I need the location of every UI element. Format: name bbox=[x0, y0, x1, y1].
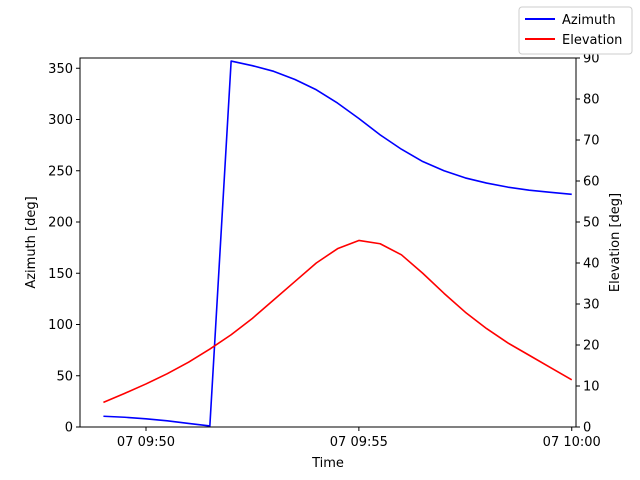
ticks-layer: 0 50 100 150 200 250 300 350 0 10 20 30 40 50 60 70 80 90… bbox=[48, 52, 601, 451]
plot-frame bbox=[79, 57, 577, 428]
y-tick-label-left: 250 bbox=[48, 164, 73, 179]
y-tick-label-left: 50 bbox=[56, 369, 73, 384]
y-tick-label-left: 350 bbox=[48, 62, 73, 77]
y-tick-label-left: 0 bbox=[65, 421, 73, 436]
x-tick-label: 07 09:50 bbox=[117, 435, 175, 450]
series-line-elevation bbox=[103, 239, 573, 404]
y-tick-label-right: 30 bbox=[583, 298, 600, 313]
y-tick-label-right: 60 bbox=[583, 175, 600, 190]
y-tick-label-left: 100 bbox=[48, 318, 73, 333]
legend-label-azimuth: Azimuth bbox=[562, 13, 616, 28]
y-tick-label-left: 300 bbox=[48, 113, 73, 128]
y-tick-label-right: 40 bbox=[583, 257, 600, 272]
y-axis-label-right: Elevation [deg] bbox=[608, 193, 623, 292]
y-tick-label-right: 90 bbox=[583, 52, 600, 67]
y-axis-label-left: Azimuth [deg] bbox=[24, 196, 39, 288]
x-tick-label: 07 10:00 bbox=[543, 435, 601, 450]
y-tick-label-right: 20 bbox=[583, 339, 600, 354]
y-tick-label-left: 150 bbox=[48, 267, 73, 282]
y-tick-label-left: 200 bbox=[48, 216, 73, 231]
y-tick-label-right: 0 bbox=[583, 421, 591, 436]
y-tick-label-right: 70 bbox=[583, 134, 600, 149]
legend-label-elevation: Elevation bbox=[562, 33, 622, 48]
legend: Azimuth Elevation bbox=[518, 6, 633, 55]
x-tick-label: 07 09:55 bbox=[330, 435, 388, 450]
y-tick-label-right: 10 bbox=[583, 380, 600, 395]
y-tick-label-right: 50 bbox=[583, 216, 600, 231]
series-line-azimuth bbox=[103, 60, 572, 427]
series-layer bbox=[103, 60, 573, 427]
x-axis-label: Time bbox=[311, 456, 344, 471]
y-tick-label-right: 80 bbox=[583, 93, 600, 108]
